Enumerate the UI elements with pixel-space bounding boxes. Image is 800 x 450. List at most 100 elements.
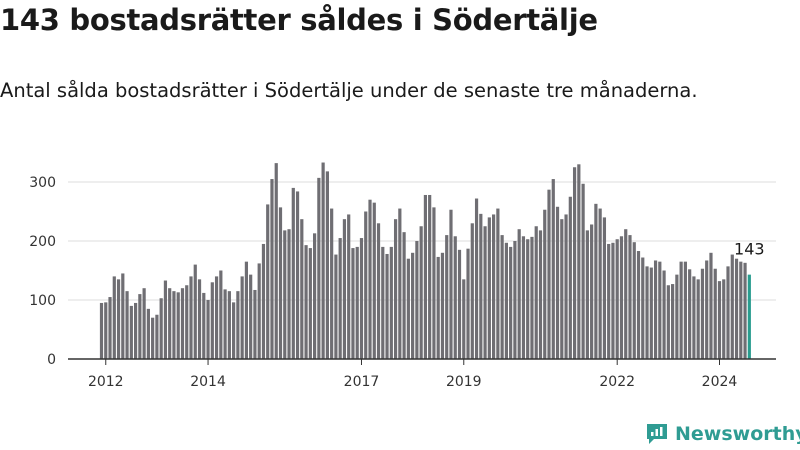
bar [393,219,398,359]
bar [594,203,598,359]
bar [688,269,692,359]
bar [223,289,227,359]
bar [504,242,508,359]
bar [649,267,653,359]
bar-highlight [747,274,751,359]
bar [675,274,679,359]
bar [513,241,517,359]
bar [509,246,513,359]
bar [624,229,628,359]
bar [402,232,406,359]
bar [236,291,240,359]
bar [317,177,321,359]
x-tick-label: 2017 [344,374,380,390]
bar [432,207,436,359]
bar [278,207,283,359]
bar [295,191,300,359]
y-tick-label: 200 [29,234,56,250]
bar [641,257,645,359]
bar [338,238,342,359]
bar [636,251,641,359]
chart-subtitle: Antal sålda bostadsrätter i Södertälje u… [0,79,698,102]
bar [219,270,223,359]
bar [227,291,231,359]
bar [266,204,270,359]
bar [521,236,526,359]
bar [134,302,138,359]
bar [116,279,121,359]
bar [185,285,189,359]
bar [146,308,150,359]
bar [555,206,560,359]
bar [287,229,291,359]
bar [615,239,619,359]
bar [628,235,632,359]
bar [330,208,334,359]
bar [168,288,172,359]
bar [99,302,104,359]
bar [325,171,329,359]
bar [155,314,159,359]
bar [585,230,589,359]
bar [534,226,538,359]
x-tick-label: 2022 [599,374,635,390]
bar [104,302,108,359]
bar [483,226,487,359]
bar [449,209,453,359]
bar [611,242,615,359]
bar [240,276,244,359]
bar [381,246,385,359]
bar [291,187,295,359]
bar [206,300,210,359]
newsworthy-logo-icon [647,424,667,444]
bar [538,230,543,359]
bar [411,252,415,359]
bar [313,233,317,359]
bar [214,276,219,359]
bar [705,260,709,359]
y-tick-label: 300 [29,175,56,191]
bar [197,279,202,359]
bar [151,317,155,359]
bar [376,223,381,359]
bar [445,235,449,359]
chart-title: 143 bostadsrätter såldes i Södertälje [0,3,598,37]
bar [257,263,261,359]
bar [372,202,376,359]
bar [692,276,696,359]
x-tick-label: 2014 [190,374,226,390]
bar [163,280,168,359]
bar [530,236,534,359]
bar [671,284,675,359]
bar [423,194,428,359]
bar [470,223,474,359]
bar [734,258,739,359]
bar [457,249,462,359]
bar [517,229,521,359]
bar [253,289,257,359]
bar [679,261,683,359]
bar [607,243,611,359]
bar [121,273,125,359]
bar [232,302,236,359]
bar [159,298,163,359]
bar [632,242,636,359]
bar [700,268,705,359]
bar [696,279,700,359]
bar [560,219,564,359]
bar [364,211,368,359]
bar [419,226,423,359]
bar [590,224,594,359]
bar [125,291,129,359]
x-tick-label: 2012 [88,374,124,390]
bar [406,258,410,359]
bar [645,266,649,359]
bar [653,260,658,359]
bar [440,252,445,359]
brand-name: Newsworthy [675,423,800,445]
bar [342,219,347,359]
x-tick-label: 2024 [702,374,738,390]
bar [717,281,722,359]
bar [389,246,393,359]
